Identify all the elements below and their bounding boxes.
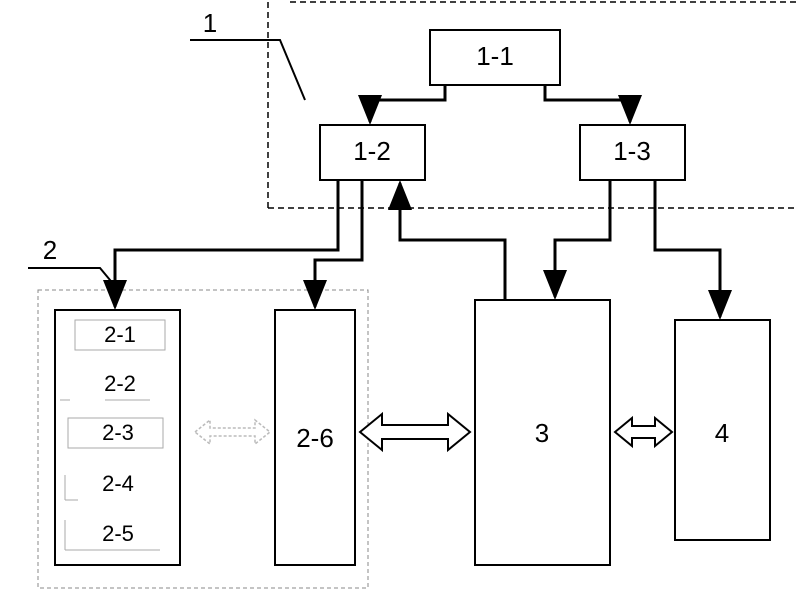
stack-item-2-2-label: 2-2: [104, 371, 136, 396]
block-diagram: 1-1 1-2 1-3 1 2 2-6 3 4 2-1 2-2 2-3 2-4: [0, 0, 800, 606]
arrow-1-3-to-4: [655, 180, 720, 317]
stack-item-2-1-label: 2-1: [104, 322, 136, 347]
group-1-label: 1: [203, 8, 217, 38]
stack-item-2-3-label: 2-3: [102, 420, 134, 445]
arrow-1-1-to-1-2: [370, 85, 445, 122]
arrow-1-1-to-1-3: [545, 85, 630, 122]
arrow-3-to-1-2: [400, 183, 505, 300]
stack-item-2-5-label: 2-5: [102, 521, 134, 546]
hollow-arrow-2-6-3: [360, 414, 470, 450]
hollow-arrow-3-4: [615, 418, 672, 446]
arrow-1-3-to-3: [555, 180, 610, 297]
node-3-label: 3: [535, 418, 549, 448]
hollow-arrow-stack-2-6: [195, 420, 270, 444]
callout-group-1: [190, 40, 305, 100]
node-1-3-label: 1-3: [613, 136, 651, 166]
arrow-1-2-to-stack: [115, 180, 338, 307]
node-2-6-label: 2-6: [296, 423, 334, 453]
stack-item-2-4-label: 2-4: [102, 471, 134, 496]
group-2-label: 2: [43, 235, 57, 265]
node-1-1-label: 1-1: [476, 41, 514, 71]
node-1-2-label: 1-2: [353, 136, 391, 166]
node-4-label: 4: [715, 418, 729, 448]
callout-group-2: [28, 268, 120, 292]
